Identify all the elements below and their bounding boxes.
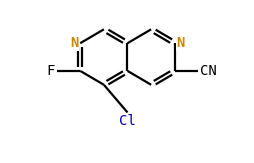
Text: N: N bbox=[70, 36, 78, 50]
Text: N: N bbox=[176, 36, 184, 50]
Text: F: F bbox=[46, 64, 55, 78]
Text: CN: CN bbox=[199, 64, 216, 78]
Text: Cl: Cl bbox=[119, 114, 135, 128]
